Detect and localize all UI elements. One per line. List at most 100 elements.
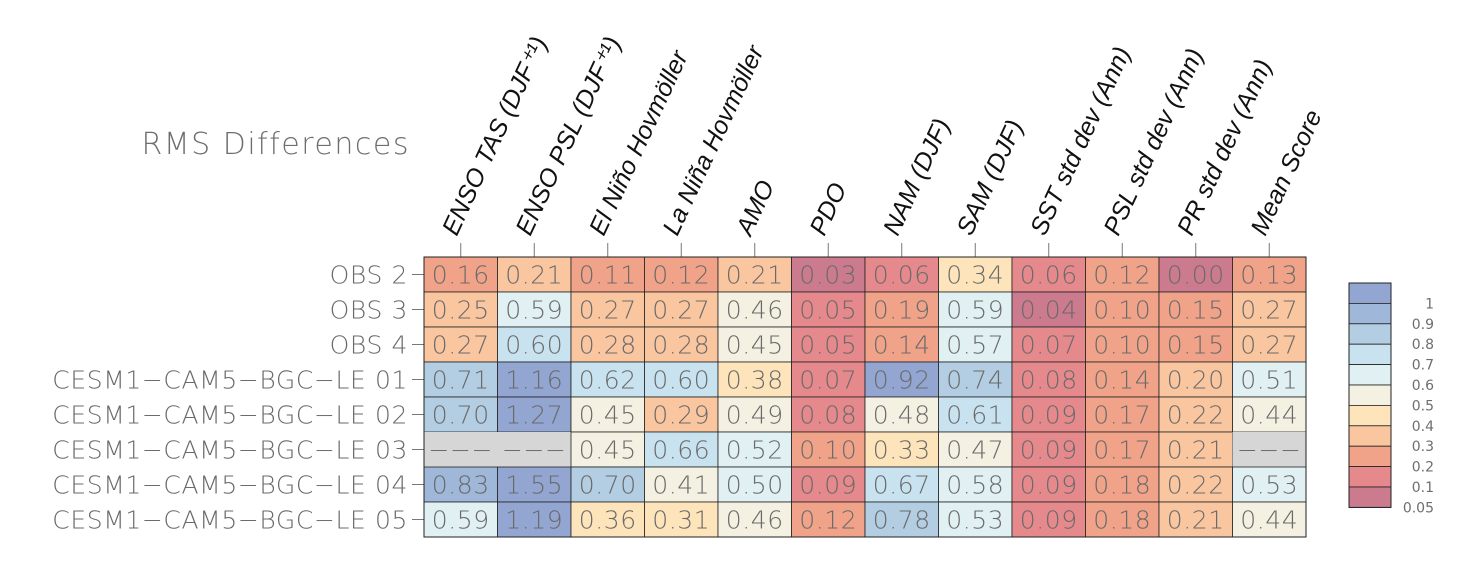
heatmap-cell xyxy=(864,256,939,293)
cell-value-label: 0.06 xyxy=(1020,261,1078,290)
heatmap-cell xyxy=(1011,466,1086,503)
heatmap-cell xyxy=(938,361,1013,398)
cell-value-label: 0.27 xyxy=(432,331,490,360)
cell-value-label: 0.12 xyxy=(652,261,710,290)
heatmap-cell xyxy=(717,431,792,468)
heatmap-cell xyxy=(423,291,498,328)
colorbar-swatch xyxy=(1348,302,1392,325)
colorbar-tick-label: 1 xyxy=(1425,296,1434,312)
cell-value-label: 0.10 xyxy=(1093,331,1151,360)
row-label: OBS 2 xyxy=(330,261,408,290)
cell-value-label: 0.45 xyxy=(579,401,637,430)
cell-value-label: 0.38 xyxy=(726,366,784,395)
heatmap-cell xyxy=(864,396,939,433)
cell-value-label: 0.20 xyxy=(1167,366,1225,395)
heatmap-cell xyxy=(1158,361,1233,398)
heatmap-cell xyxy=(497,501,572,538)
cell-value-label: 0.16 xyxy=(432,261,490,290)
cell-value-label: 0.10 xyxy=(1093,296,1151,325)
cell-value-label: 0.51 xyxy=(1240,366,1298,395)
heatmap-cell xyxy=(791,466,866,503)
row-label: CESM1−CAM5−BGC−LE 01 xyxy=(52,366,408,395)
cell-value-label: 0.45 xyxy=(579,436,637,465)
colorbar-tick-label: 0.8 xyxy=(1412,337,1434,353)
heatmap-cell xyxy=(791,431,866,468)
heatmap-cell xyxy=(717,256,792,293)
cell-value-label: 0.59 xyxy=(505,296,563,325)
cell-value-label: 0.09 xyxy=(1020,506,1078,535)
colorbar-swatch xyxy=(1348,343,1392,366)
heatmap-cell xyxy=(570,326,645,363)
heatmap-cell xyxy=(1232,361,1307,398)
heatmap-cell xyxy=(791,361,866,398)
colorbar-tick-label: 0.3 xyxy=(1412,439,1434,455)
cell-value-label: 0.15 xyxy=(1167,296,1225,325)
column-label: Mean Score xyxy=(1245,106,1327,240)
cell-value-label: 0.53 xyxy=(946,506,1004,535)
colorbar-border xyxy=(1348,282,1392,508)
heatmap-cell xyxy=(1011,361,1086,398)
cell-value-label: 0.19 xyxy=(873,296,931,325)
heatmap-cell xyxy=(1158,326,1233,363)
cell-value-label: 0.05 xyxy=(799,296,857,325)
heatmap-cell xyxy=(1011,431,1086,468)
cell-value-label: 0.21 xyxy=(1167,436,1225,465)
colorbar-swatch xyxy=(1348,404,1392,427)
column-label: PDO xyxy=(804,179,852,240)
heatmap-cell xyxy=(717,361,792,398)
heatmap-cell xyxy=(1158,501,1233,538)
heatmap-cell xyxy=(938,431,1013,468)
cell-value-label: 0.27 xyxy=(579,296,637,325)
cell-value-label: 0.14 xyxy=(1093,366,1151,395)
heatmap-cell xyxy=(1085,361,1160,398)
cell-value-label: 0.62 xyxy=(579,366,637,395)
cell-value-label: 1.55 xyxy=(505,471,563,500)
colorbar-swatch xyxy=(1348,384,1392,406)
cell-value-label: 0.58 xyxy=(946,471,1004,500)
heatmap-cell xyxy=(938,326,1013,363)
heatmap-cell xyxy=(864,326,939,363)
cell-value-label: 0.60 xyxy=(652,366,710,395)
colorbar-swatch xyxy=(1348,364,1392,386)
heatmap-cell xyxy=(1085,291,1160,328)
row-label: CESM1−CAM5−BGC−LE 03 xyxy=(52,436,408,465)
column-label: AMO xyxy=(730,176,780,241)
heatmap-cell xyxy=(1011,326,1086,363)
cell-value-label: 0.28 xyxy=(652,331,710,360)
cell-value-label: 0.00 xyxy=(1167,261,1225,290)
cell-value-label: 0.47 xyxy=(946,436,1004,465)
cell-value-label: 0.52 xyxy=(726,436,784,465)
heatmap-cell xyxy=(938,396,1013,433)
colorbar-swatch xyxy=(1348,445,1392,468)
heatmap-cell xyxy=(1232,396,1307,433)
heatmap-cell xyxy=(1158,256,1233,293)
cell-value-label: 0.34 xyxy=(946,261,1004,290)
colorbar-tick-label: 0.05 xyxy=(1403,500,1434,516)
cell-value-label: −−− xyxy=(1237,436,1302,465)
cell-value-label: 0.48 xyxy=(873,401,931,430)
heatmap-cell xyxy=(1232,432,1306,467)
cell-value-label: 0.67 xyxy=(873,471,931,500)
chart-title: RMS Differences xyxy=(141,127,410,162)
cell-value-label: 0.10 xyxy=(799,436,857,465)
cell-value-label: 0.27 xyxy=(652,296,710,325)
row-labels: OBS 2 OBS 3 OBS 4 CESM1−CAM5−BGC−LE 01 CESM1… xyxy=(52,261,424,535)
heatmap-cell xyxy=(1232,256,1307,293)
cell-value-label: 0.61 xyxy=(946,401,1004,430)
colorbar-tick-label: 0.5 xyxy=(1412,398,1434,414)
column-labels: ENSO TAS (DJF⁺¹)ENSO PSL (DJF⁺¹)El Niño … xyxy=(437,32,1328,241)
cell-value-label: 0.70 xyxy=(579,471,637,500)
colorbar-swatch xyxy=(1348,323,1392,345)
cell-value-label: 0.36 xyxy=(579,506,637,535)
cell-value-label: 0.03 xyxy=(799,261,857,290)
heatmap-cell xyxy=(1085,431,1160,468)
heatmap-cell xyxy=(791,501,866,538)
cell-value-label: 0.53 xyxy=(1240,471,1298,500)
cell-value-label: 0.09 xyxy=(1020,471,1078,500)
cell-value-label: 0.29 xyxy=(652,401,710,430)
cell-value-label: 0.05 xyxy=(799,331,857,360)
heatmap-cell xyxy=(1011,256,1086,293)
cell-value-label: 0.18 xyxy=(1093,506,1151,535)
heatmap-cell xyxy=(644,396,719,433)
